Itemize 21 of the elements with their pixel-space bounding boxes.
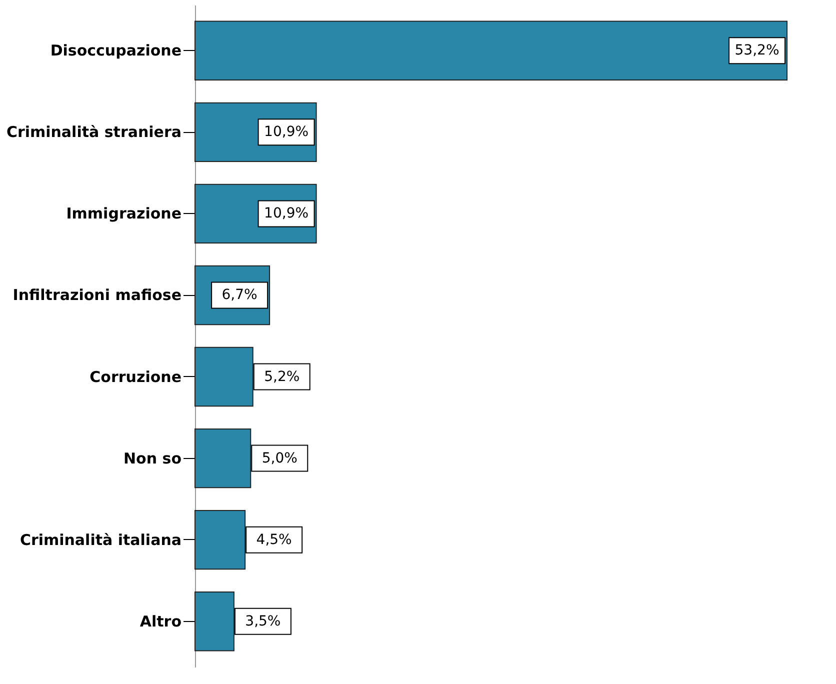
y-tick-label: Disoccupazione [50, 42, 182, 60]
data-label: 6,7% [222, 287, 258, 304]
data-label: 5,0% [262, 450, 298, 466]
y-tick-label: Immigrazione [66, 204, 182, 223]
data-label: 10,9% [264, 206, 309, 222]
bar [194, 591, 234, 652]
data-label: 53,2% [734, 42, 780, 59]
data-label: 4,5% [256, 532, 292, 548]
data-label: 10,9% [264, 124, 309, 140]
bar [194, 510, 246, 570]
bar [194, 20, 788, 81]
y-tick-label: Corruzione [90, 368, 182, 386]
bar [194, 428, 252, 488]
data-label: 3,5% [245, 613, 281, 630]
y-tick-label: Criminalità straniera [6, 123, 182, 142]
data-label: 5,2% [264, 368, 300, 385]
y-tick-label: Criminalità italiana [20, 530, 182, 549]
y-tick-label: Non so [124, 449, 182, 468]
y-tick-label: Altro [140, 612, 182, 630]
bar [194, 346, 254, 407]
y-tick-label: Infiltrazioni mafiose [12, 286, 182, 304]
